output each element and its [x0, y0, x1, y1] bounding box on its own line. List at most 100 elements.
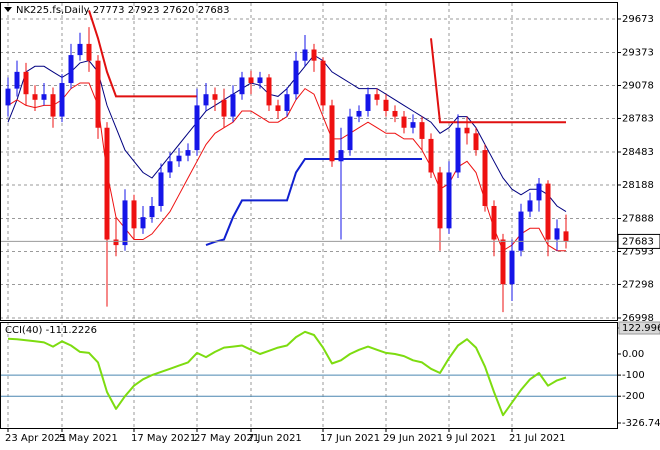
overlay-line: [7, 82, 566, 252]
candle-body: [122, 200, 128, 246]
main-panel-frame: [0, 2, 618, 321]
candle-body: [356, 110, 362, 117]
candle-body: [509, 250, 515, 285]
y-tick-label: 29673: [622, 14, 654, 25]
x-tick-label: 27 May 2021: [194, 433, 259, 444]
candle-body: [491, 205, 497, 240]
last-close: 27683: [198, 5, 230, 16]
candle-body: [428, 138, 434, 173]
candle-body: [311, 49, 317, 61]
candle-body: [86, 43, 92, 61]
x-tick-label: 29 Jun 2021: [383, 433, 443, 444]
candle-body: [95, 60, 101, 128]
candle-body: [401, 116, 407, 128]
y-tick-label: 29373: [622, 48, 654, 59]
x-tick-label: 5 May 2021: [59, 433, 118, 444]
candle-body: [518, 211, 524, 251]
candle-body: [365, 94, 371, 111]
candle-body: [257, 77, 263, 84]
cci-current: -111.2226: [46, 325, 97, 336]
candle-body: [320, 60, 326, 106]
candle-body: [140, 217, 146, 229]
y-tick-label: 29078: [622, 80, 654, 91]
y-tick-label: 28188: [622, 180, 654, 191]
candle-body: [104, 127, 110, 240]
candle-body: [410, 122, 416, 128]
y-tick-label: 27593: [622, 246, 654, 257]
candle-body: [194, 105, 200, 151]
candle-body: [131, 200, 137, 229]
x-tick-label: 17 Jun 2021: [320, 433, 380, 444]
candle-body: [419, 122, 425, 139]
last-high: 27923: [128, 5, 160, 16]
candle-body: [32, 94, 38, 100]
current-price-label: 27683: [622, 236, 654, 247]
x-tick-label: 9 Jul 2021: [446, 433, 496, 444]
y-tick-label: 28783: [622, 113, 654, 124]
overlay-line: [205, 158, 422, 247]
candle-body: [5, 88, 11, 106]
candle-body: [77, 43, 83, 56]
candle-body: [230, 94, 236, 117]
y-tick-label: 27298: [622, 279, 654, 290]
candle-body: [239, 77, 245, 95]
candle-body: [167, 161, 173, 173]
candle-body: [212, 94, 218, 100]
x-tick-label: 17 May 2021: [131, 433, 196, 444]
candle-body: [545, 183, 551, 240]
candle-body: [275, 105, 281, 111]
symbol-title: NK225.fs,Daily: [16, 5, 90, 16]
candle-body: [464, 127, 470, 134]
candle-body: [41, 94, 47, 100]
marks-layer: [0, 10, 617, 417]
menu-triangle[interactable]: [4, 7, 12, 12]
candle-body: [68, 55, 74, 84]
candle-body: [50, 94, 56, 117]
last-open: 27773: [93, 5, 125, 16]
candle-body: [248, 77, 254, 84]
x-tick-label: 23 Apr 2021: [5, 433, 67, 444]
cci-line: [7, 330, 567, 417]
candle-body: [293, 60, 299, 95]
tick-label-box: [618, 321, 660, 335]
main-header: NK225.fs,Daily 27773 27923 27620 27683: [16, 5, 230, 16]
candle-body: [347, 116, 353, 151]
candle-body: [176, 155, 182, 162]
candle-body: [554, 228, 560, 240]
y-tick-label: 28483: [622, 147, 654, 158]
candle-body: [338, 150, 344, 162]
candle-body: [500, 239, 506, 285]
y-tick-label: -326.744: [622, 418, 660, 429]
last-low: 27620: [163, 5, 195, 16]
candle-body: [392, 110, 398, 117]
candle-body: [113, 239, 119, 246]
candle-body: [437, 172, 443, 229]
cci-title: CCI(40): [5, 325, 43, 336]
y-tick-label: -100: [622, 370, 645, 381]
candle-body: [383, 99, 389, 111]
candle-body: [473, 133, 479, 151]
candle-body: [455, 127, 461, 173]
candle-body: [158, 172, 164, 206]
candle-body: [563, 231, 569, 242]
candle-body: [284, 94, 290, 111]
candle-body: [329, 105, 335, 162]
axis-layer: 29673 29373 29078 28783 28483 28188 27888 27593…: [5, 14, 660, 444]
y-tick-label: -200: [622, 391, 645, 402]
candle-body: [374, 94, 380, 100]
candle-body: [14, 71, 20, 89]
cci-header: CCI(40) -111.2226: [5, 325, 97, 336]
candle-body: [482, 150, 488, 206]
candle-body: [302, 49, 308, 61]
x-tick-label: 7 Jun 2021: [248, 433, 302, 444]
candle-body: [536, 183, 542, 201]
candle-body: [221, 99, 227, 117]
candle-body: [149, 205, 155, 218]
cci-panel-frame: [0, 322, 618, 429]
y-tick-label: 26998: [622, 313, 654, 324]
candle-body: [203, 94, 209, 106]
y-tick-label: 122.9967: [622, 323, 660, 334]
candle-body: [23, 71, 29, 95]
candle-body: [59, 83, 65, 117]
